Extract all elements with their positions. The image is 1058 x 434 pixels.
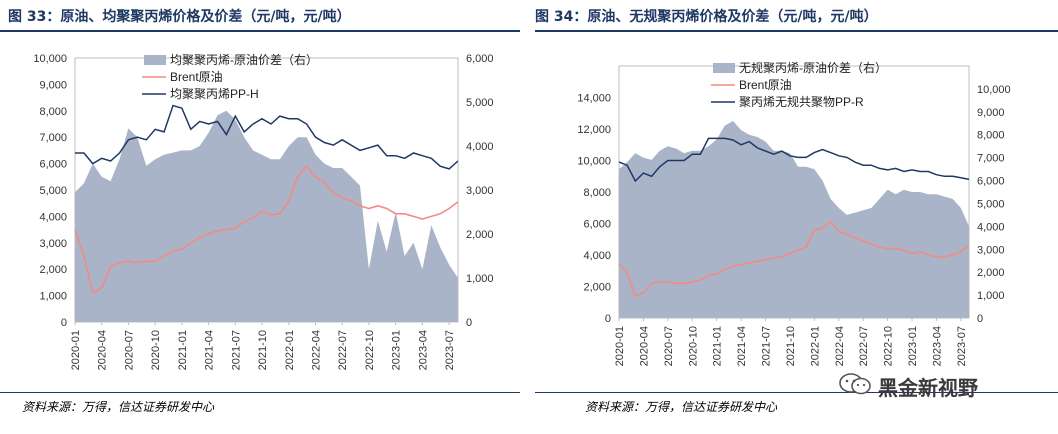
x-tick-label: 2022-07 — [337, 330, 349, 370]
y-left-tick-label: 4,000 — [39, 211, 67, 223]
y-left-tick-label: 14,000 — [577, 93, 611, 105]
x-tick-label: 2022-10 — [883, 326, 895, 366]
y-right-tick-label: 8,000 — [977, 130, 1005, 142]
title-divider — [0, 30, 520, 32]
legend-label: 聚丙烯无规共聚物PP-R — [739, 94, 864, 109]
y-left-tick-label: 6,000 — [39, 159, 67, 171]
x-tick-label: 2023-04 — [417, 330, 429, 370]
x-tick-label: 2021-04 — [204, 330, 216, 370]
legend-label: 无规聚丙烯-原油价差（右） — [739, 60, 887, 75]
x-tick-label: 2023-01 — [907, 326, 919, 366]
pp-line — [618, 137, 970, 183]
y-left-tick-label: 7,000 — [39, 132, 67, 144]
x-tick-label: 2021-10 — [785, 326, 797, 366]
y-right-tick-label: 4,000 — [466, 141, 494, 153]
y-right-tick-label: 9,000 — [977, 107, 1005, 119]
source-note: 资料来源：万得，信达证券研发中心 — [585, 400, 778, 414]
x-tick-label: 2022-04 — [310, 330, 322, 370]
y-right-tick-label: 7,000 — [977, 153, 1005, 165]
x-tick-label: 2023-07 — [444, 330, 456, 370]
y-right-tick-label: 2,000 — [977, 267, 1005, 279]
legend-label: 均聚聚丙烯PP-H — [170, 87, 259, 101]
x-tick-label: 2021-04 — [736, 326, 748, 366]
bottom-divider — [535, 392, 1058, 393]
spread-area — [75, 110, 458, 322]
y-left-tick-label: 0 — [605, 313, 611, 325]
x-tick-label: 2021-10 — [257, 330, 269, 370]
chart-33: 0 1,000 2,000 3,000 4,000 5,000 6,000 7,000 8,00… — [33, 52, 494, 370]
bottom-divider — [0, 392, 520, 393]
y-left-tick-label: 12,000 — [577, 124, 611, 136]
y-right-tick-label: 0 — [466, 317, 472, 329]
chart-34: 0 2,000 4,000 6,000 8,000 10,000 12,000 14,000 0… — [577, 60, 1011, 366]
y-left-tick-label: 8,000 — [39, 106, 67, 118]
x-tick-label: 2023-04 — [931, 326, 943, 366]
x-tick-label: 2022-10 — [364, 330, 376, 370]
title-divider — [535, 30, 1058, 32]
y-left-tick-label: 10,000 — [33, 53, 67, 65]
y-left-tick-label: 4,000 — [583, 250, 611, 262]
x-tick-label: 2020-01 — [70, 330, 82, 370]
watermark: 黑金新视野 — [838, 372, 1038, 402]
y-left-tick-label: 8,000 — [583, 187, 611, 199]
x-tick-label: 2020-07 — [663, 326, 675, 366]
spread-area — [619, 121, 969, 318]
figure-34: 图 34：原油、无规聚丙烯价格及价差（元/吨，元/吨） 0 2,000 4,000 6… — [535, 0, 1058, 434]
x-tick-label: 2021-01 — [177, 330, 189, 370]
watermark-text: 黑金新视野 — [878, 376, 978, 400]
y-right-tick-label: 5,000 — [977, 198, 1005, 210]
source-note: 资料来源：万得，信达证券研发中心 — [22, 400, 215, 414]
x-tick-label: 2021-01 — [712, 326, 724, 366]
y-left-tick-label: 2,000 — [39, 264, 67, 276]
figure-33: 图 33：原油、均聚聚丙烯价格及价差（元/吨，元/吨） 0 1,000 2,000 3… — [0, 0, 520, 434]
y-right-tick-label: 1,000 — [977, 290, 1005, 302]
x-tick-label: 2020-10 — [687, 326, 699, 366]
figure-title: 图 33：原油、均聚聚丙烯价格及价差（元/吨，元/吨） — [8, 9, 351, 25]
y-left-tick-label: 6,000 — [583, 219, 611, 231]
x-tick-label: 2020-07 — [123, 330, 135, 370]
x-tick-label: 2020-04 — [97, 330, 109, 370]
x-tick-label: 2020-10 — [150, 330, 162, 370]
x-tick-label: 2021-07 — [230, 330, 242, 370]
y-right-tick-label: 3,000 — [977, 244, 1005, 256]
y-right-tick-label: 6,000 — [466, 53, 494, 65]
x-tick-label: 2022-01 — [284, 330, 296, 370]
legend-label: Brent原油 — [739, 78, 792, 92]
y-right-tick-label: 0 — [977, 313, 983, 325]
y-left-tick-label: 0 — [61, 317, 67, 329]
x-tick-label: 2020-01 — [614, 326, 626, 366]
y-right-tick-label: 2,000 — [466, 229, 494, 241]
brent-line — [74, 164, 459, 295]
x-tick-label: 2022-01 — [809, 326, 821, 366]
y-right-tick-label: 3,000 — [466, 185, 494, 197]
y-left-tick-label: 10,000 — [577, 156, 611, 168]
y-right-tick-label: 5,000 — [466, 97, 494, 109]
x-tick-label: 2020-04 — [638, 326, 650, 366]
x-tick-label: 2023-07 — [956, 326, 968, 366]
x-tick-label: 2021-07 — [761, 326, 773, 366]
legend-swatch-spread — [713, 63, 735, 73]
x-tick-label: 2022-07 — [858, 326, 870, 366]
y-left-tick-label: 5,000 — [39, 185, 67, 197]
legend-label: Brent原油 — [170, 70, 223, 84]
y-right-tick-label: 4,000 — [977, 221, 1005, 233]
y-left-tick-label: 9,000 — [39, 79, 67, 91]
y-left-tick-label: 2,000 — [583, 282, 611, 294]
wechat-icon — [839, 373, 871, 395]
y-left-tick-label: 1,000 — [39, 291, 67, 303]
legend-label: 均聚聚丙烯-原油价差（右） — [170, 52, 318, 67]
pp-line — [75, 104, 459, 170]
y-right-tick-label: 10,000 — [977, 84, 1011, 96]
figure-title: 图 34：原油、无规聚丙烯价格及价差（元/吨，元/吨） — [535, 9, 878, 25]
y-right-tick-label: 6,000 — [977, 176, 1005, 188]
brent-line — [618, 220, 970, 297]
y-right-tick-label: 1,000 — [466, 273, 494, 285]
y-left-tick-label: 3,000 — [39, 238, 67, 250]
x-tick-label: 2022-04 — [834, 326, 846, 366]
x-tick-label: 2023-01 — [391, 330, 403, 370]
legend-swatch-spread — [144, 55, 166, 65]
